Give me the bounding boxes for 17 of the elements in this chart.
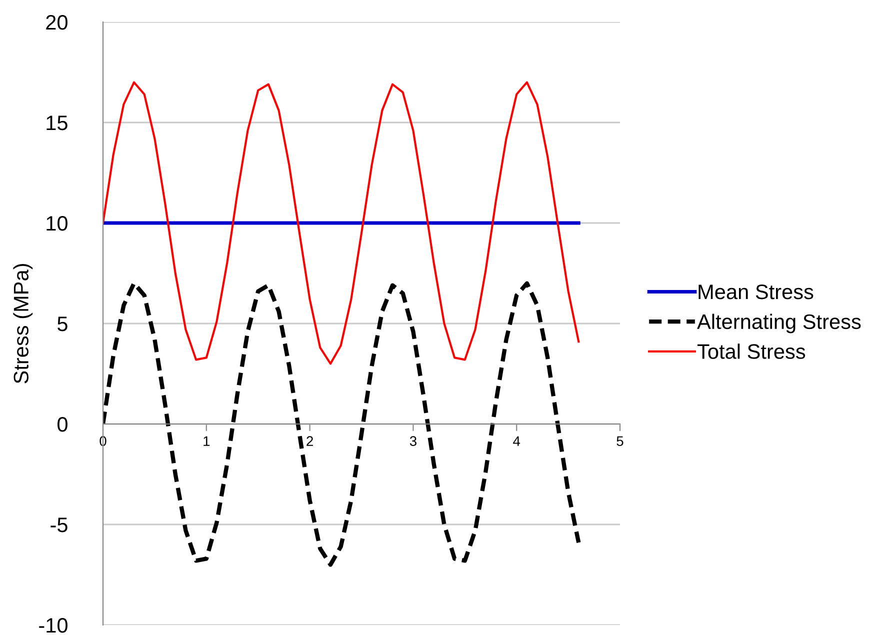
- x-tick-label: 2: [306, 436, 313, 446]
- y-axis-title: Stress (MPa): [13, 264, 33, 384]
- line-series: [103, 81, 580, 365]
- y-tick-label: 20: [46, 15, 68, 30]
- x-tick-label: 5: [616, 436, 624, 446]
- x-tick-label: 4: [513, 436, 520, 446]
- y-tick-label: 0: [58, 417, 68, 432]
- legend-label: Mean Stress: [698, 284, 814, 300]
- legend-label: Total Stress: [697, 344, 806, 359]
- y-tick-label: -5: [50, 518, 68, 532]
- legend-label: Alternating Stress: [697, 314, 861, 334]
- y-tick-label: 10: [46, 216, 68, 231]
- x-tick-label: 1: [204, 436, 210, 446]
- y-tick-label: 15: [46, 116, 68, 130]
- y-tick-label: -10: [39, 618, 68, 633]
- x-tick-label: 3: [410, 436, 416, 446]
- y-tick-label: 5: [58, 316, 68, 332]
